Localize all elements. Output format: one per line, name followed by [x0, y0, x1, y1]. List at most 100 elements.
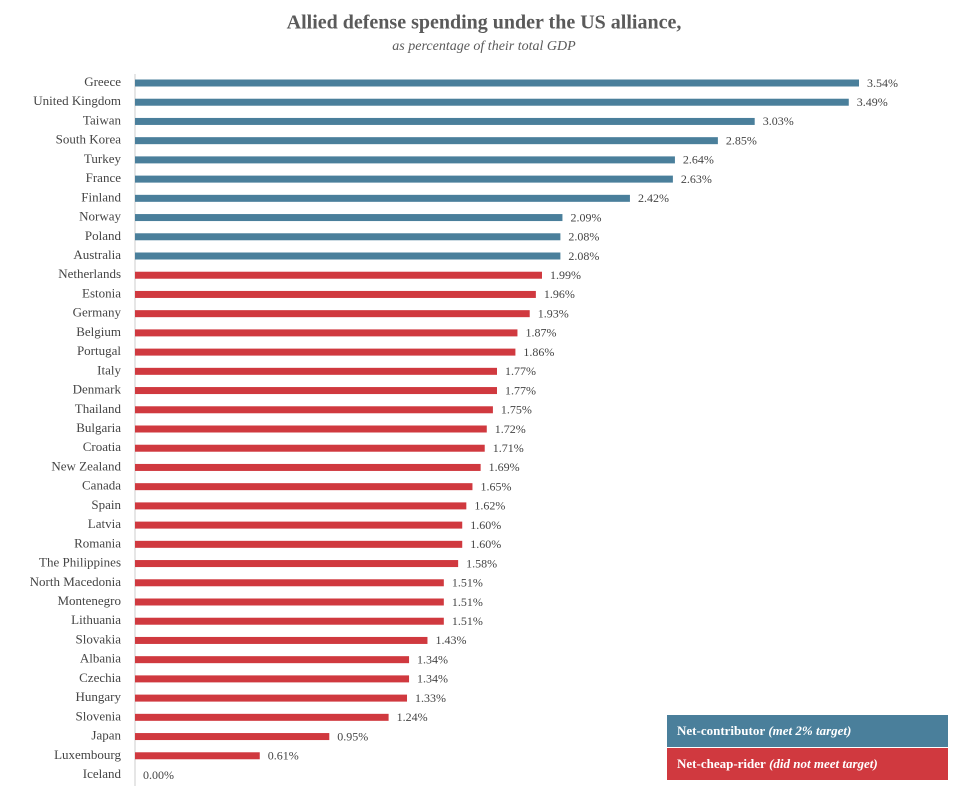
value-label: 0.61%: [268, 749, 299, 763]
bar: [135, 348, 516, 356]
category-label: Spain: [91, 497, 121, 512]
value-label: 1.34%: [417, 672, 448, 686]
category-label: Belgium: [76, 324, 121, 339]
bar: [135, 656, 410, 664]
bar: [135, 194, 630, 202]
category-label: Luxembourg: [54, 747, 121, 762]
bar: [135, 617, 444, 625]
bar: [135, 713, 389, 721]
value-label: 2.85%: [726, 133, 757, 147]
category-label: Poland: [85, 228, 122, 243]
category-label: North Macedonia: [30, 574, 122, 589]
category-label: United Kingdom: [33, 93, 121, 108]
category-label: Germany: [73, 305, 122, 320]
bar: [135, 233, 561, 241]
category-label: Greece: [84, 74, 121, 89]
value-label: 0.00%: [143, 768, 174, 782]
value-label: 2.42%: [638, 191, 669, 205]
category-label: Montenegro: [57, 593, 121, 608]
value-label: 1.77%: [505, 383, 536, 397]
value-label: 1.24%: [397, 710, 428, 724]
category-label: Iceland: [83, 766, 122, 781]
value-label: 2.09%: [570, 210, 601, 224]
value-label: 2.08%: [568, 230, 599, 244]
bar: [135, 752, 260, 760]
category-label: Slovenia: [76, 708, 122, 723]
category-label: Estonia: [82, 285, 121, 300]
value-label: 1.60%: [470, 537, 501, 551]
value-label: 3.49%: [857, 95, 888, 109]
bar: [135, 560, 459, 568]
bar: [135, 367, 497, 375]
category-label: Italy: [97, 362, 121, 377]
chart-subtitle: as percentage of their total GDP: [392, 39, 576, 54]
chart-title: Allied defense spending under the US all…: [287, 12, 682, 34]
category-label: Taiwan: [83, 112, 122, 127]
bar: [135, 425, 487, 433]
value-label: 1.51%: [452, 614, 483, 628]
value-label: 3.03%: [763, 114, 794, 128]
value-label: 3.54%: [867, 76, 898, 90]
bar: [135, 579, 444, 587]
bar: [135, 694, 408, 702]
legend-entry: Net-cheap-rider (did not meet target): [677, 756, 878, 771]
legend-name: Net-contributor: [677, 723, 765, 738]
category-label: Canada: [82, 478, 121, 493]
bar: [135, 117, 755, 125]
category-label: Turkey: [84, 151, 122, 166]
legend-note: (met 2% target): [768, 723, 851, 738]
category-label: Norway: [79, 209, 121, 224]
legend-swatch: [667, 715, 948, 747]
value-label: 1.62%: [474, 499, 505, 513]
category-label: New Zealand: [51, 458, 121, 473]
value-label: 1.69%: [489, 460, 520, 474]
bar: [135, 98, 849, 106]
category-label: Finland: [81, 189, 121, 204]
category-label: Albania: [80, 651, 121, 666]
bar: [135, 540, 463, 548]
category-label: Latvia: [88, 516, 121, 531]
value-label: 1.51%: [452, 576, 483, 590]
legend-name: Net-cheap-rider: [677, 756, 766, 771]
category-label: Bulgaria: [76, 420, 121, 435]
bar: [135, 483, 473, 491]
category-label: Denmark: [73, 382, 122, 397]
value-label: 0.95%: [337, 729, 368, 743]
bar: [135, 598, 444, 606]
value-label: 1.71%: [493, 441, 524, 455]
legend-note: (did not meet target): [769, 756, 878, 771]
bar: [135, 252, 561, 260]
category-label: France: [86, 170, 122, 185]
category-label: Japan: [91, 728, 121, 743]
value-label: 1.33%: [415, 691, 446, 705]
bar: [135, 214, 563, 222]
bar: [135, 310, 530, 318]
category-label: Croatia: [83, 439, 121, 454]
category-label: Lithuania: [71, 612, 121, 627]
category-label: Netherlands: [58, 266, 121, 281]
legend-swatch: [667, 748, 948, 780]
category-label: The Philippines: [39, 555, 121, 570]
value-label: 1.75%: [501, 403, 532, 417]
category-label: Portugal: [77, 343, 121, 358]
value-label: 1.60%: [470, 518, 501, 532]
bar: [135, 733, 330, 741]
bar: [135, 636, 428, 644]
bar: [135, 137, 718, 145]
legend-entry: Net-contributor (met 2% target): [677, 723, 851, 738]
bar: [135, 675, 410, 683]
bar: [135, 406, 493, 414]
bar: [135, 156, 675, 164]
category-label: South Korea: [56, 132, 122, 147]
value-label: 2.08%: [568, 249, 599, 263]
bar: [135, 271, 542, 279]
category-label: Hungary: [76, 689, 122, 704]
bar: [135, 502, 467, 510]
bar: [135, 387, 497, 395]
bar: [135, 175, 673, 183]
value-label: 1.86%: [523, 345, 554, 359]
category-label: Thailand: [75, 401, 122, 416]
bar: [135, 521, 463, 529]
category-label: Australia: [73, 247, 121, 262]
